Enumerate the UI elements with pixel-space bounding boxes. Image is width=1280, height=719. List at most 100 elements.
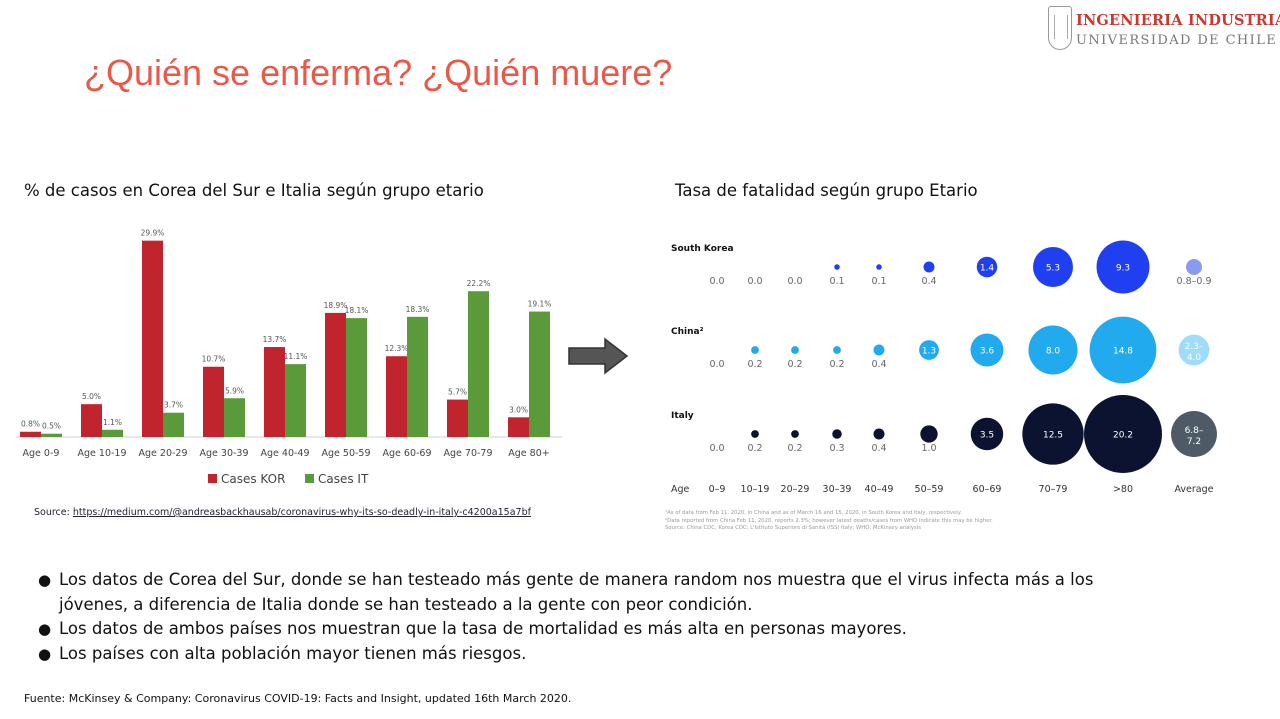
bubble-value-label: 0.0: [787, 276, 802, 287]
bar-data-label: 11.1%: [284, 352, 308, 361]
bubble: [873, 344, 885, 356]
footer-source: Fuente: McKinsey & Company: Coronavirus …: [24, 692, 572, 705]
bubble-value-label: 1.0: [921, 443, 936, 454]
bar-it: [163, 412, 184, 437]
logo-line-1: INGENIERIA INDUSTRIAL: [1076, 12, 1280, 29]
x-tick-label: 40–49: [865, 484, 894, 495]
source-link[interactable]: https://medium.com/@andreasbackhausab/co…: [72, 507, 531, 518]
bar-data-label: 29.9%: [141, 229, 165, 238]
x-tick-label: 50–59: [915, 484, 944, 495]
x-tick-label: Age 60-69: [383, 448, 432, 459]
bubble: [873, 428, 885, 440]
row-label: South Korea: [671, 244, 734, 254]
bubble-label: 1.4: [980, 264, 995, 274]
bubble-label: 6.8–: [1185, 426, 1204, 436]
slide-title: ¿Quién se enferma? ¿Quién muere?: [84, 52, 673, 93]
x-tick-label: Age 10-19: [78, 448, 127, 459]
bubble-value-label: 0.0: [709, 443, 724, 454]
x-tick-label: 30–39: [823, 484, 852, 495]
x-tick-label: Age 0-9: [23, 448, 60, 459]
x-tick-label: 70–79: [1039, 484, 1068, 495]
bar-data-label: 1.1%: [103, 418, 122, 427]
bubble-label: 5.3: [1046, 264, 1060, 274]
legend-swatch: [305, 474, 314, 483]
bubble-label: 8.0: [1046, 347, 1061, 357]
x-tick-label: Age 20-29: [139, 448, 188, 459]
bar-kor: [447, 399, 468, 437]
bubble: [1096, 240, 1150, 294]
crest-icon: [1048, 6, 1072, 50]
bubble-value-label: 0.0: [709, 276, 724, 287]
bar-data-label: 18.1%: [345, 306, 369, 315]
bar-data-label: 22.2%: [467, 279, 491, 288]
bubble: [1028, 325, 1078, 375]
bubble-label: 3.5: [980, 431, 994, 441]
bar-it: [102, 429, 123, 437]
bubble-value-label: 0.8–0.9: [1177, 276, 1212, 287]
bar-kor: [142, 240, 163, 437]
bar-data-label: 12.3%: [385, 344, 409, 353]
x-tick-label: Age 50-59: [322, 448, 371, 459]
bubble: [751, 346, 759, 354]
x-tick-label: 60–69: [973, 484, 1002, 495]
bubble-label: 1.3: [922, 347, 936, 357]
bar-it: [41, 433, 62, 437]
x-tick-label: 20–29: [781, 484, 810, 495]
bar-kor: [203, 366, 224, 437]
bubble-value-label: 0.0: [747, 276, 762, 287]
note-line: ¹As of data from Feb 11, 2020, in China …: [665, 510, 962, 516]
bubble: [832, 429, 842, 439]
bubble: [976, 256, 998, 278]
bar-chart: 0.8% 0.5% Age 0-9 5.0% 1.1% Age 10-19 29.9% 3.7…: [16, 229, 562, 486]
bubble: [919, 340, 939, 360]
bubble-value-label: 0.3: [829, 443, 844, 454]
bar-data-label: 13.7%: [263, 335, 287, 344]
bullet-item: Los datos de ambos países nos muestran q…: [38, 617, 1128, 642]
bar-data-label: 5.7%: [448, 388, 467, 397]
bar-data-label: 3.0%: [509, 405, 528, 414]
bubble-label: 20.2: [1113, 431, 1133, 441]
legend-label: Cases IT: [318, 472, 369, 486]
bar-it: [285, 364, 306, 437]
bar-it: [224, 398, 245, 437]
bubble: [791, 430, 799, 438]
x-tick-label: Age 40-49: [261, 448, 310, 459]
bubble: [1171, 411, 1217, 457]
bubble-value-label: 0.4: [871, 443, 886, 454]
bar-kor: [264, 347, 285, 437]
bar-kor: [386, 356, 407, 437]
note-line: ²Data reported from China Feb 11, 2020, …: [665, 517, 993, 524]
x-tick-label: >80: [1113, 484, 1133, 495]
bubble-value-label: 0.1: [829, 276, 844, 287]
bubble: [834, 264, 840, 270]
bubble-value-label: 0.1: [871, 276, 886, 287]
logo-line-2: UNIVERSIDAD DE CHILE: [1076, 33, 1278, 48]
bar-it: [407, 316, 428, 437]
x-axis-title: Age: [671, 484, 690, 495]
bubble-label: 14.8: [1113, 347, 1133, 357]
bubble-label: 2.3–: [1185, 342, 1204, 352]
bubble-label: 7.2: [1187, 437, 1201, 447]
source-line: Source: https://medium.com/@andreasbackh…: [34, 507, 531, 518]
bar-it: [529, 311, 550, 437]
bubble-label: 3.6: [980, 347, 995, 357]
bubble: [1033, 247, 1073, 287]
bar-it: [468, 291, 489, 437]
bar-data-label: 10.7%: [202, 355, 226, 364]
bubble-value-label: 0.2: [747, 443, 762, 454]
bar-kor: [325, 312, 346, 437]
bubble: [1022, 403, 1084, 465]
x-tick-label: 0–9: [709, 484, 726, 495]
bullet-item: Los países con alta población mayor tien…: [38, 642, 1128, 667]
bubble-chart-notes: ¹As of data from Feb 11, 2020, in China …: [665, 510, 993, 533]
bar-kor: [81, 404, 102, 437]
bullet-list: Los datos de Corea del Sur, donde se han…: [38, 568, 1128, 666]
bubble-chart: South Korea 0.0 0.0 0.0 0.1 0.1 0.4 1.4 5.3 9.3 0.…: [671, 240, 1217, 495]
x-tick-label: Age 70-79: [444, 448, 493, 459]
bubble-value-label: 0.2: [747, 359, 762, 370]
bubble-label: 9.3: [1116, 264, 1130, 274]
x-tick-label: Average: [1174, 484, 1213, 495]
bar-data-label: 5.0%: [82, 392, 101, 401]
bar-data-label: 3.7%: [164, 401, 183, 410]
bubble-value-label: 0.4: [921, 276, 936, 287]
